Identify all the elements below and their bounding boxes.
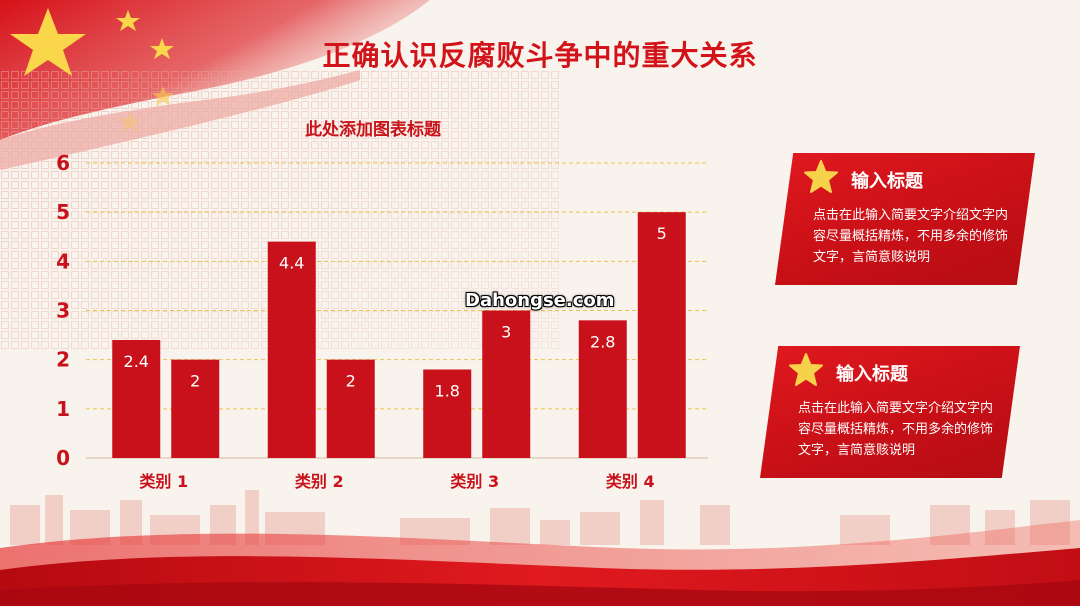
bar xyxy=(267,241,316,458)
bar xyxy=(578,320,627,458)
x-tick-label: 类别 3 xyxy=(450,472,499,491)
bar xyxy=(482,310,531,458)
card-title: 输入标题 xyxy=(836,364,908,385)
bar-chart: 0 1 2 3 4 5 6 2.4 2 类别 1 4.4 2 类别 2 1.8 3 类别 3 2.8 5 类别 4 xyxy=(56,151,708,491)
y-tick-label: 6 xyxy=(56,151,70,175)
data-label: 5 xyxy=(657,224,667,243)
bar xyxy=(326,359,375,458)
y-tick-label: 5 xyxy=(56,200,70,224)
data-label: 2.4 xyxy=(124,352,149,371)
data-label: 2.8 xyxy=(590,332,615,351)
flag-big-star xyxy=(10,8,86,76)
data-label: 4.4 xyxy=(279,254,304,273)
bar xyxy=(637,212,686,458)
star-icon xyxy=(804,160,838,193)
slide-title: 正确认识反腐败斗争中的重大关系 xyxy=(322,39,758,72)
y-tick-label: 2 xyxy=(56,348,70,372)
y-tick-label: 4 xyxy=(56,249,70,273)
info-card-1: 输入标题 点击在此输入简要文字介绍文字内容尽量概括精炼，不用多余的修饰文字，言简… xyxy=(775,153,1035,285)
bar xyxy=(171,359,220,458)
x-tick-label: 类别 1 xyxy=(139,472,188,491)
card-body: 点击在此输入简要文字介绍文字内容尽量概括精炼，不用多余的修饰文字，言简意赅说明 xyxy=(798,401,994,458)
data-label: 2 xyxy=(190,372,200,391)
chart-title: 此处添加图表标题 xyxy=(305,120,441,140)
data-label: 3 xyxy=(501,323,511,342)
card-title: 输入标题 xyxy=(851,171,923,192)
star-icon xyxy=(789,353,823,386)
y-tick-label: 1 xyxy=(56,397,70,421)
y-tick-label: 0 xyxy=(56,446,70,470)
y-tick-label: 3 xyxy=(56,299,70,323)
data-label: 2 xyxy=(346,372,356,391)
data-label: 1.8 xyxy=(435,382,460,401)
bar xyxy=(112,340,161,458)
watermark-text: Dahongse.com xyxy=(465,290,615,311)
x-tick-label: 类别 4 xyxy=(606,472,655,491)
info-card-2: 输入标题 点击在此输入简要文字介绍文字内容尽量概括精炼，不用多余的修饰文字，言简… xyxy=(760,346,1020,478)
x-tick-label: 类别 2 xyxy=(295,472,344,491)
card-body: 点击在此输入简要文字介绍文字内容尽量概括精炼，不用多余的修饰文字，言简意赅说明 xyxy=(813,208,1009,265)
bar xyxy=(423,369,472,458)
